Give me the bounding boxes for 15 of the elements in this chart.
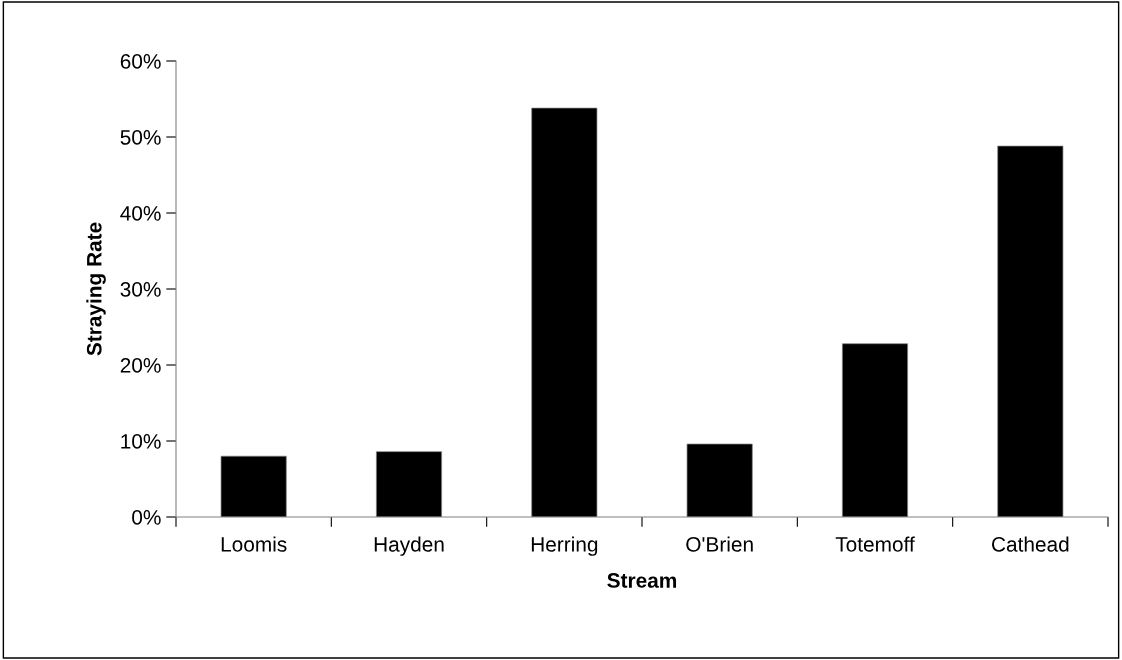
y-tick-label: 10%	[121, 434, 161, 449]
x-tick-label: O'Brien	[686, 536, 753, 552]
x-tick-label: Loomis	[221, 536, 287, 552]
y-tick-label: 60%	[120, 54, 161, 69]
y-tick-label: 50%	[120, 130, 161, 145]
x-tick-label: Hayden	[374, 536, 444, 556]
y-tick-label: 20%	[120, 358, 161, 373]
y-tick-label: 30%	[120, 282, 161, 297]
x-tick-label: Cathead	[992, 536, 1069, 552]
x-tick-label: Herring	[531, 536, 598, 556]
x-axis-title: Stream	[607, 573, 677, 588]
y-axis-title: Straying Rate	[86, 222, 106, 356]
y-tick-label: 40%	[120, 206, 161, 221]
x-tick-label: Totemoff	[835, 536, 915, 552]
y-tick-label: 0%	[132, 510, 161, 525]
